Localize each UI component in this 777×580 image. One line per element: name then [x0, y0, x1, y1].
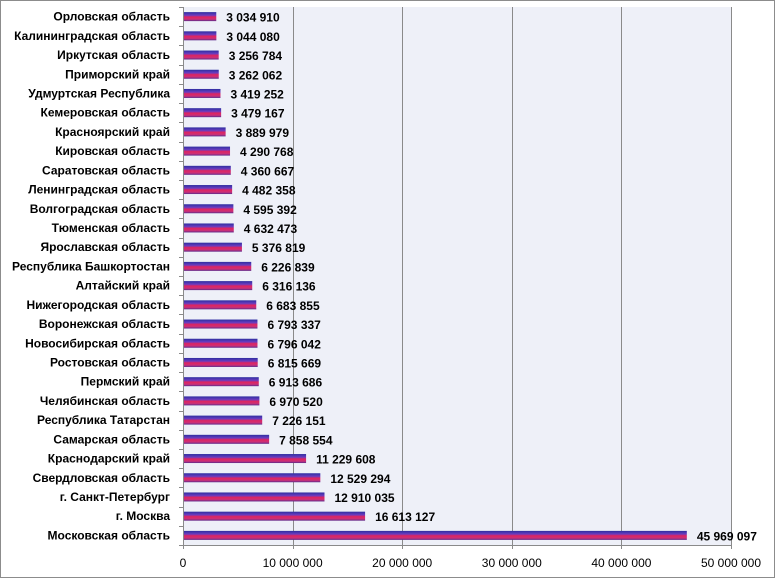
- bar: [184, 165, 231, 175]
- value-label: 4 290 768: [240, 145, 294, 159]
- bars: [184, 12, 687, 540]
- value-label: 7 226 151: [272, 414, 326, 428]
- bar: [184, 492, 325, 502]
- bar: [184, 511, 366, 521]
- bar: [184, 454, 307, 464]
- category-label: Удмуртская Республика: [28, 86, 170, 100]
- bar: [184, 396, 260, 406]
- value-label: 12 529 294: [330, 472, 390, 486]
- value-label: 3 262 062: [229, 68, 283, 82]
- bar: [184, 108, 222, 118]
- value-label: 4 632 473: [244, 222, 298, 236]
- value-label: 3 479 167: [231, 107, 285, 121]
- category-label: Волгоградская область: [30, 202, 170, 216]
- axes: [179, 7, 732, 549]
- x-tick-label: 30 000 000: [482, 556, 542, 570]
- bar: [184, 127, 226, 137]
- category-label: Орловская область: [53, 10, 170, 24]
- bar: [184, 338, 258, 348]
- value-label: 6 913 686: [269, 376, 323, 390]
- value-label: 11 229 608: [316, 453, 376, 467]
- x-tick-label: 40 000 000: [591, 556, 651, 570]
- value-label: 3 044 080: [226, 30, 280, 44]
- bar: [184, 319, 258, 329]
- x-tick-label: 10 000 000: [263, 556, 323, 570]
- bar: [184, 261, 252, 271]
- category-labels: Орловская область Калининградская область…: [12, 10, 170, 543]
- value-label: 6 226 839: [261, 260, 315, 274]
- value-label: 6 683 855: [266, 299, 320, 313]
- category-label: Пермский край: [81, 375, 170, 389]
- category-label: Свердловская область: [33, 471, 170, 485]
- category-label: Калининградская область: [14, 29, 170, 43]
- bar: [184, 12, 217, 22]
- x-tick-label: 0: [180, 556, 187, 570]
- category-label: Челябинская область: [40, 394, 170, 408]
- category-label: Кировская область: [55, 144, 170, 158]
- value-label: 3 256 784: [229, 49, 283, 63]
- value-label: 3 034 910: [226, 11, 280, 25]
- value-label: 4 360 667: [241, 164, 295, 178]
- bar: [184, 146, 231, 156]
- category-label: Иркутская область: [57, 48, 170, 62]
- value-label: 6 796 042: [267, 337, 321, 351]
- category-label: Ростовская область: [50, 355, 170, 369]
- category-label: Тюменская область: [52, 221, 170, 235]
- category-label: Ленинградская область: [28, 183, 170, 197]
- category-label: Новосибирская область: [25, 336, 170, 350]
- value-label: 6 815 669: [268, 356, 322, 370]
- value-label: 45 969 097: [697, 529, 757, 543]
- category-label: Кемеровская область: [41, 106, 171, 120]
- value-label: 5 376 819: [252, 241, 306, 255]
- bar: [184, 69, 219, 79]
- category-label: Приморский край: [65, 67, 170, 81]
- category-label: Московская область: [48, 528, 170, 542]
- bar: [184, 300, 257, 310]
- value-label: 3 419 252: [230, 87, 284, 101]
- bar: [184, 377, 259, 387]
- bar: [184, 415, 263, 425]
- bar: [184, 281, 253, 291]
- bar: [184, 242, 242, 252]
- x-tick-label: 50 000 000: [701, 556, 761, 570]
- value-label: 6 970 520: [269, 395, 323, 409]
- value-labels: 3 034 910 3 044 080 3 256 784 3 262 062 3 41…: [226, 11, 757, 544]
- category-label: Краснодарский край: [48, 452, 170, 466]
- tick-labels: 0 10 000 000 20 000 000 30 000 000 40 000 00…: [180, 556, 762, 570]
- bar: [184, 204, 234, 214]
- bar: [184, 530, 687, 540]
- bar: [184, 50, 219, 60]
- bar: [184, 88, 221, 98]
- value-label: 12 910 035: [334, 491, 394, 505]
- bar: [184, 434, 270, 444]
- bar: [184, 223, 234, 233]
- value-label: 16 613 127: [375, 510, 435, 524]
- value-label: 3 889 979: [236, 126, 290, 140]
- bar: [184, 31, 217, 41]
- bar: [184, 185, 233, 195]
- category-label: Республика Татарстан: [37, 413, 170, 427]
- category-label: Воронежская область: [39, 317, 170, 331]
- value-label: 7 858 554: [279, 433, 333, 447]
- value-label: 4 482 358: [242, 184, 296, 198]
- bar: [184, 357, 258, 367]
- category-label: Республика Башкортостан: [12, 259, 170, 273]
- category-label: Алтайский край: [76, 279, 170, 293]
- value-label: 6 316 136: [262, 280, 316, 294]
- value-label: 6 793 337: [267, 318, 321, 332]
- category-label: Ярославская область: [40, 240, 170, 254]
- category-label: Нижегородская область: [26, 298, 170, 312]
- category-label: г. Москва: [116, 509, 171, 523]
- category-label: Самарская область: [53, 432, 170, 446]
- category-label: г. Санкт-Петербург: [60, 490, 170, 504]
- category-label: Красноярский край: [55, 125, 170, 139]
- category-label: Саратовская область: [42, 163, 170, 177]
- value-label: 4 595 392: [243, 203, 297, 217]
- bar: [184, 473, 321, 483]
- gridlines: [293, 7, 732, 545]
- x-tick-label: 20 000 000: [372, 556, 432, 570]
